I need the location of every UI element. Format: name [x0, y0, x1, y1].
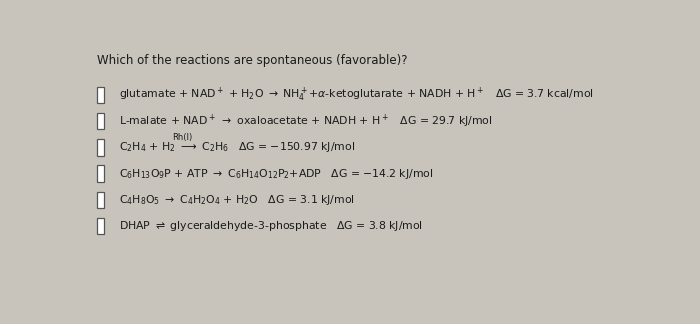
- Text: DHAP $\rightleftharpoons$ glyceraldehyde-3-phosphate   $\Delta$G = 3.8 kJ/mol: DHAP $\rightleftharpoons$ glyceraldehyde…: [119, 219, 423, 233]
- FancyBboxPatch shape: [97, 218, 104, 234]
- Text: C$_2$H$_4$ + H$_2$ $\longrightarrow$ C$_2$H$_6$   $\Delta$G = $-$150.97 kJ/mol: C$_2$H$_4$ + H$_2$ $\longrightarrow$ C$_…: [119, 140, 355, 155]
- Text: L-malate + NAD$^+$ $\rightarrow$ oxaloacetate + NADH + H$^+$   $\Delta$G = 29.7 : L-malate + NAD$^+$ $\rightarrow$ oxaloac…: [119, 112, 493, 130]
- FancyBboxPatch shape: [97, 139, 104, 156]
- Text: C$_6$H$_{13}$O$_9$P + ATP $\rightarrow$ C$_6$H$_{14}$O$_{12}$P$_2$+ADP   $\Delta: C$_6$H$_{13}$O$_9$P + ATP $\rightarrow$ …: [119, 167, 433, 180]
- FancyBboxPatch shape: [97, 87, 104, 103]
- FancyBboxPatch shape: [97, 113, 104, 129]
- FancyBboxPatch shape: [97, 166, 104, 182]
- Text: glutamate + NAD$^+$ + H$_2$O $\rightarrow$ NH$_4^+$+$\alpha$-ketoglutarate + NAD: glutamate + NAD$^+$ + H$_2$O $\rightarro…: [119, 86, 594, 104]
- Text: Which of the reactions are spontaneous (favorable)?: Which of the reactions are spontaneous (…: [97, 54, 408, 67]
- FancyBboxPatch shape: [97, 192, 104, 208]
- Text: C$_4$H$_8$O$_5$ $\rightarrow$ C$_4$H$_2$O$_4$ + H$_2$O   $\Delta$G = 3.1 kJ/mol: C$_4$H$_8$O$_5$ $\rightarrow$ C$_4$H$_2$…: [119, 193, 355, 207]
- Text: Rh(I): Rh(I): [172, 133, 192, 143]
